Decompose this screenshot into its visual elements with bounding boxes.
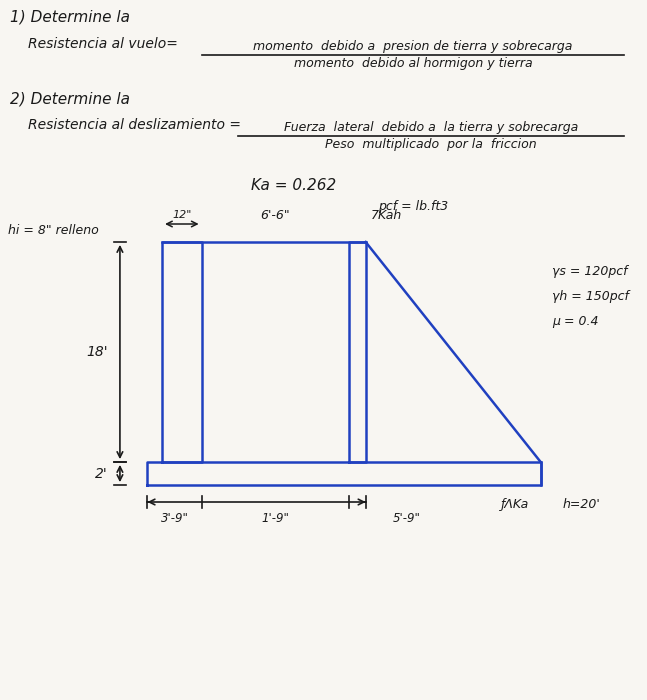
Text: 1'-9": 1'-9": [261, 512, 289, 525]
Text: 6'-6": 6'-6": [261, 209, 290, 222]
Text: 1) Determine la: 1) Determine la: [10, 10, 130, 25]
Text: Fuerza  lateral  debido a  la tierra y sobrecarga: Fuerza lateral debido a la tierra y sobr…: [284, 121, 578, 134]
Text: hi = 8" relleno: hi = 8" relleno: [8, 224, 98, 237]
Text: pcf = lb.ft3: pcf = lb.ft3: [378, 200, 449, 213]
Text: momento  debido al hormigon y tierra: momento debido al hormigon y tierra: [294, 57, 532, 70]
Text: 12": 12": [172, 210, 192, 220]
Text: 5'-9": 5'-9": [393, 512, 421, 525]
Text: γh = 150pcf: γh = 150pcf: [553, 290, 630, 303]
Text: μ = 0.4: μ = 0.4: [553, 315, 599, 328]
Text: 7Kah: 7Kah: [371, 209, 402, 222]
Text: 3'-9": 3'-9": [160, 512, 188, 525]
Text: Resistencia al vuelo=: Resistencia al vuelo=: [28, 37, 177, 51]
Text: γs = 120pcf: γs = 120pcf: [553, 265, 628, 278]
Text: Ka = 0.262: Ka = 0.262: [250, 178, 336, 193]
Text: h=20': h=20': [562, 498, 600, 511]
Text: 2) Determine la: 2) Determine la: [10, 92, 130, 107]
Text: ƒΛKa: ƒΛKa: [501, 498, 530, 511]
Text: 18': 18': [87, 345, 108, 359]
Text: 2': 2': [95, 466, 108, 480]
Text: Peso  multiplicado  por la  friccion: Peso multiplicado por la friccion: [325, 138, 537, 151]
Text: Resistencia al deslizamiento =: Resistencia al deslizamiento =: [28, 118, 241, 132]
Text: momento  debido a  presion de tierra y sobrecarga: momento debido a presion de tierra y sob…: [253, 40, 573, 53]
